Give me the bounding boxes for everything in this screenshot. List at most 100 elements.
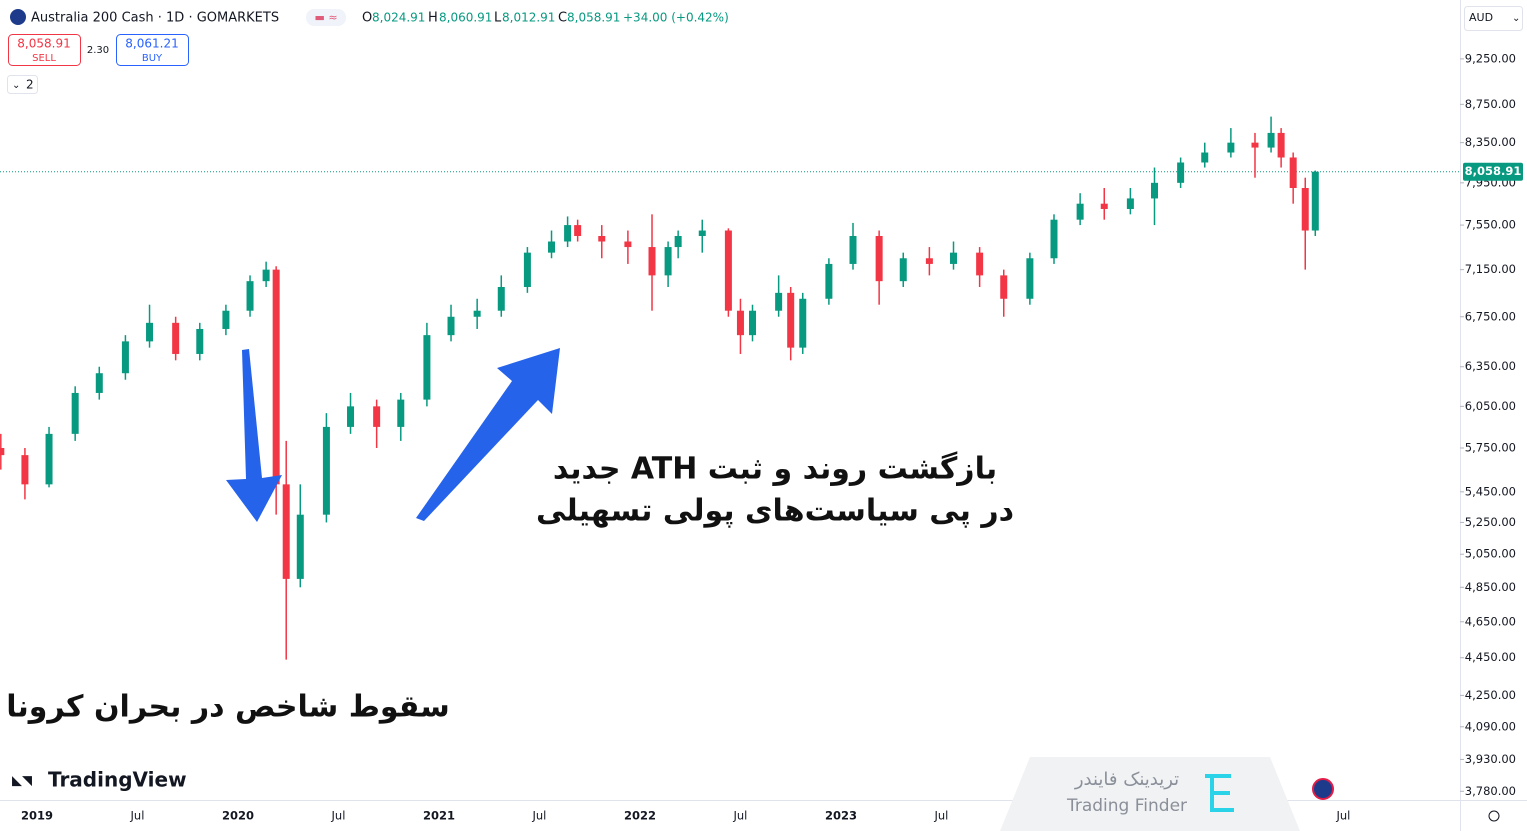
candle-body <box>95 373 103 393</box>
y-tick-label: 7,550.00 <box>1465 218 1516 232</box>
candle-body <box>749 310 757 336</box>
sell-price[interactable]: 8,058.91 <box>17 37 70 51</box>
candle-body <box>121 341 129 374</box>
last-price-label: 8,058.91 <box>1465 164 1522 178</box>
candle-body <box>1251 142 1259 148</box>
currency-select[interactable] <box>1464 6 1523 31</box>
annotation: در پی سیاست‌های پولی تسهیلی <box>536 494 1014 529</box>
candle-body <box>71 392 79 434</box>
buy-price[interactable]: 8,061.21 <box>125 37 178 51</box>
y-tick-label: 8,350.00 <box>1465 135 1516 149</box>
status-icon: ▬ ≈ <box>314 11 337 24</box>
y-tick-label: 5,050.00 <box>1465 547 1516 561</box>
indicator-toggle[interactable] <box>7 75 38 94</box>
y-tick-label: 9,250.00 <box>1465 51 1516 65</box>
x-tick-label: 2022 <box>624 809 656 823</box>
flag-icon <box>10 9 26 25</box>
candle-body <box>899 258 907 282</box>
candle-body <box>222 310 230 329</box>
candle-body <box>1026 258 1034 299</box>
x-tick-label: 2021 <box>423 809 455 823</box>
candle-body <box>1289 157 1297 188</box>
x-tick-label: Jul <box>733 809 748 823</box>
candle-body <box>1100 203 1108 209</box>
candle-body <box>724 230 732 311</box>
y-tick-label: 4,250.00 <box>1465 688 1516 702</box>
candle-body <box>925 258 933 264</box>
currency[interactable]: AUD <box>1469 11 1493 24</box>
candle-body <box>523 252 531 287</box>
candle-body <box>825 263 833 299</box>
watermark-logo <box>1205 774 1234 812</box>
candle-body <box>950 252 958 264</box>
watermark-fa: تریدینک فایندر <box>1074 769 1179 790</box>
sell-button[interactable] <box>8 34 81 66</box>
candle-body <box>1177 162 1185 183</box>
x-tick-label: 2019 <box>21 809 53 823</box>
candle-body <box>0 447 5 456</box>
candle-body <box>648 247 656 276</box>
down-arrow <box>226 349 282 522</box>
candle-body <box>1150 182 1158 199</box>
buy-label[interactable]: BUY <box>142 53 163 64</box>
brand: TradingView <box>48 768 187 792</box>
candle-body <box>1301 187 1309 231</box>
y-tick-label: 6,350.00 <box>1465 359 1516 373</box>
candle-body <box>698 230 706 236</box>
candle-body <box>423 335 431 400</box>
candle-body <box>1267 132 1275 148</box>
y-tick-label: 4,650.00 <box>1465 614 1516 628</box>
x-tick-label: Jul <box>532 809 547 823</box>
candle-body <box>447 316 455 336</box>
candle-body <box>624 241 632 248</box>
candle-body <box>1311 171 1319 231</box>
candle-body <box>347 406 355 427</box>
candle-body <box>775 292 783 311</box>
candle-body <box>272 269 280 485</box>
candle-body <box>1076 203 1084 220</box>
candle-body <box>564 225 572 242</box>
ohlc-label: O <box>362 11 372 26</box>
ohlc-label: H <box>428 11 438 26</box>
candle-body <box>787 292 795 348</box>
sell-label[interactable]: SELL <box>32 53 56 64</box>
candle-body <box>397 399 405 427</box>
y-tick-label: 4,850.00 <box>1465 580 1516 594</box>
watermark-en: Trading Finder <box>1066 796 1187 816</box>
indicator-icon[interactable]: ⌄ <box>12 80 20 91</box>
candle-body <box>1277 132 1285 158</box>
candle-body <box>1201 152 1209 163</box>
candle-body <box>373 406 381 427</box>
candle-body <box>1050 219 1058 259</box>
y-tick-label: 8,750.00 <box>1465 97 1516 111</box>
settings-icon[interactable] <box>1488 810 1500 822</box>
candle-body <box>1126 198 1134 209</box>
candle-body <box>172 322 180 354</box>
y-tick-label: 7,150.00 <box>1465 262 1516 276</box>
y-tick-label: 4,090.00 <box>1465 719 1516 733</box>
ohlc-value: 8,060.91 <box>439 11 492 25</box>
annotation: سقوط شاخص در بحران کرونا <box>6 690 450 725</box>
candle-body <box>598 235 606 242</box>
ohlc-value: 8,024.91 <box>372 11 425 25</box>
candle-body <box>976 252 984 276</box>
y-tick-label: 3,780.00 <box>1465 784 1516 798</box>
candle-body <box>548 241 556 253</box>
candle-body <box>1000 275 1008 299</box>
candle-body <box>246 281 254 311</box>
candle-body <box>1227 142 1235 153</box>
x-tick-label: Jul <box>331 809 346 823</box>
candle-body <box>473 310 481 317</box>
dropdown-icon[interactable]: ⌄ <box>1512 13 1520 24</box>
candle-body <box>262 269 270 282</box>
y-tick-label: 4,450.00 <box>1465 650 1516 664</box>
candle-body <box>196 328 204 354</box>
flag-icon <box>1312 778 1334 800</box>
indicator-count[interactable]: 2 <box>26 78 34 92</box>
buy-button[interactable] <box>116 34 189 66</box>
candle-body <box>322 426 330 515</box>
ohlc-label: L <box>494 11 502 26</box>
